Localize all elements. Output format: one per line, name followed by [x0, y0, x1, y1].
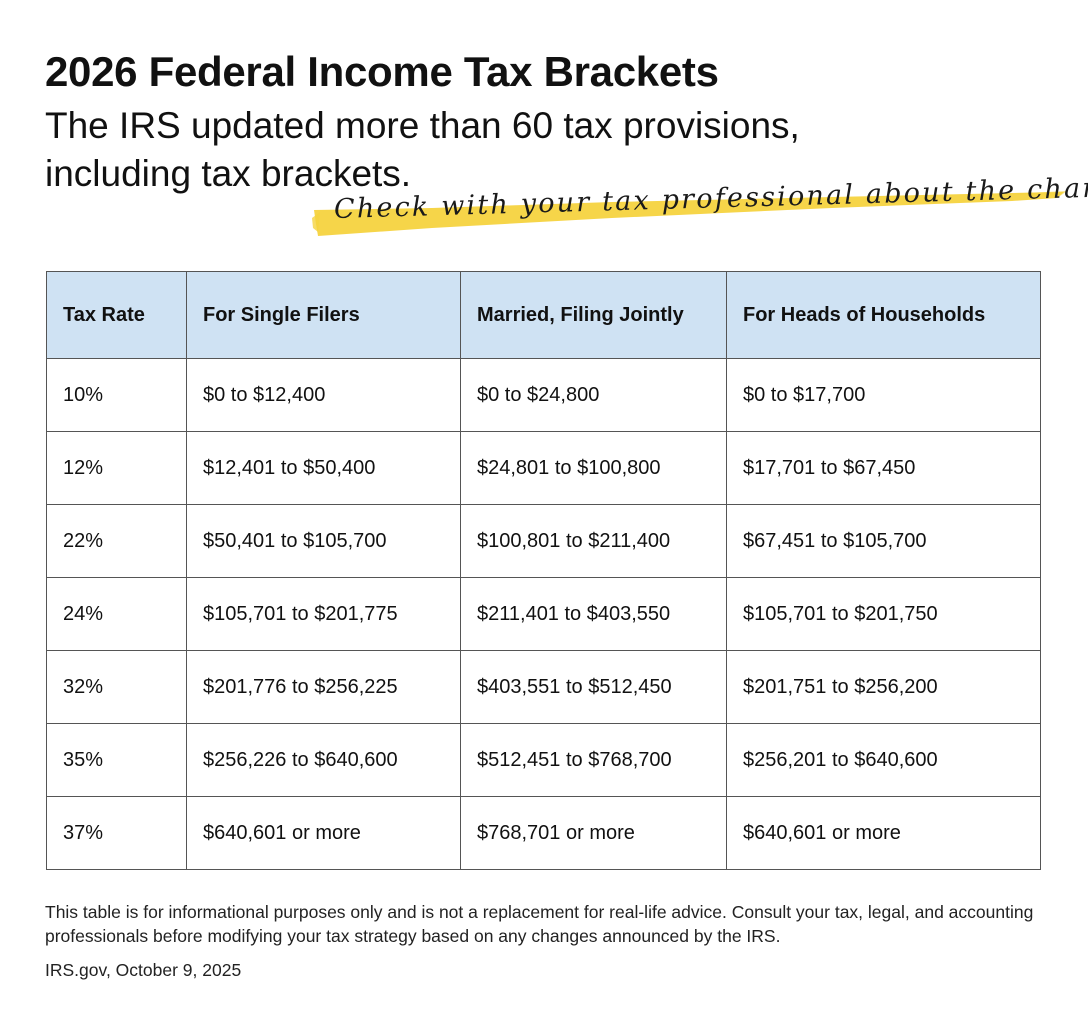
table-row: 32% $201,776 to $256,225 $403,551 to $51…	[46, 650, 1041, 724]
single-filers-cell: $256,226 to $640,600	[186, 723, 461, 797]
heads-of-households-cell: $17,701 to $67,450	[726, 431, 1041, 505]
tax-rate-cell: 12%	[46, 431, 187, 505]
married-jointly-cell: $768,701 or more	[460, 796, 727, 870]
married-jointly-cell: $512,451 to $768,700	[460, 723, 727, 797]
page-title: 2026 Federal Income Tax Brackets	[45, 48, 719, 95]
tax-rate-cell: 10%	[46, 358, 187, 432]
heads-of-households-cell: $256,201 to $640,600	[726, 723, 1041, 797]
married-jointly-cell: $24,801 to $100,800	[460, 431, 727, 505]
single-filers-cell: $50,401 to $105,700	[186, 504, 461, 578]
disclaimer-text: This table is for informational purposes…	[45, 902, 1034, 946]
table-row: 12% $12,401 to $50,400 $24,801 to $100,8…	[46, 431, 1041, 505]
column-header-heads-of-households: For Heads of Households	[726, 271, 1041, 359]
table-row: 37% $640,601 or more $768,701 or more $6…	[46, 796, 1041, 870]
tax-rate-cell: 24%	[46, 577, 187, 651]
heads-of-households-cell: $640,601 or more	[726, 796, 1041, 870]
table-row: 10% $0 to $12,400 $0 to $24,800 $0 to $1…	[46, 358, 1041, 432]
single-filers-cell: $105,701 to $201,775	[186, 577, 461, 651]
table-header-row: Tax Rate For Single Filers Married, Fili…	[46, 271, 1041, 359]
source-citation: IRS.gov, October 9, 2025	[45, 960, 242, 980]
column-header-single-filers: For Single Filers	[186, 271, 461, 359]
table-row: 35% $256,226 to $640,600 $512,451 to $76…	[46, 723, 1041, 797]
column-header-tax-rate: Tax Rate	[46, 271, 187, 359]
table-row: 24% $105,701 to $201,775 $211,401 to $40…	[46, 577, 1041, 651]
highlighted-callout: Check with your tax professional about t…	[312, 171, 1088, 250]
tax-rate-cell: 37%	[46, 796, 187, 870]
single-filers-cell: $201,776 to $256,225	[186, 650, 461, 724]
heads-of-households-cell: $201,751 to $256,200	[726, 650, 1041, 724]
tax-rate-cell: 22%	[46, 504, 187, 578]
column-header-married-jointly: Married, Filing Jointly	[460, 271, 727, 359]
single-filers-cell: $640,601 or more	[186, 796, 461, 870]
single-filers-cell: $12,401 to $50,400	[186, 431, 461, 505]
married-jointly-cell: $211,401 to $403,550	[460, 577, 727, 651]
heads-of-households-cell: $105,701 to $201,750	[726, 577, 1041, 651]
married-jointly-cell: $403,551 to $512,450	[460, 650, 727, 724]
married-jointly-cell: $0 to $24,800	[460, 358, 727, 432]
table-row: 22% $50,401 to $105,700 $100,801 to $211…	[46, 504, 1041, 578]
tax-rate-cell: 32%	[46, 650, 187, 724]
tax-bracket-table: Tax Rate For Single Filers Married, Fili…	[46, 271, 1041, 870]
tax-rate-cell: 35%	[46, 723, 187, 797]
single-filers-cell: $0 to $12,400	[186, 358, 461, 432]
heads-of-households-cell: $67,451 to $105,700	[726, 504, 1041, 578]
married-jointly-cell: $100,801 to $211,400	[460, 504, 727, 578]
heads-of-households-cell: $0 to $17,700	[726, 358, 1041, 432]
highlighter-stroke	[312, 191, 1067, 236]
page-subtitle: The IRS updated more than 60 tax provisi…	[45, 105, 800, 194]
